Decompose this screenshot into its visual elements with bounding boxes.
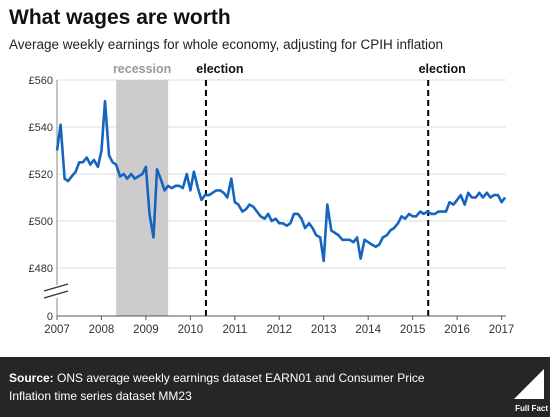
x-tick-label: 2008 (89, 324, 115, 336)
y-tick-label: £540 (29, 122, 53, 134)
x-tick-label: 2007 (44, 324, 70, 336)
axis-break-mark (43, 283, 69, 292)
x-tick-label: 2013 (311, 324, 337, 336)
full-fact-logo-text: Full Fact (515, 404, 548, 413)
x-tick-label: 2016 (444, 324, 470, 336)
x-tick-label: 2012 (266, 324, 292, 336)
x-tick-labels: 2007 2008 2009 2010 2011 2012 2013 2014 2015 2016… (44, 316, 514, 336)
recession-label: recession (113, 62, 171, 76)
election-markers: election election (196, 62, 466, 316)
chart-title: What wages are worth (9, 6, 231, 29)
election-label: election (196, 62, 243, 76)
x-tick-label: 2015 (400, 324, 426, 336)
y-tick-label: £560 (29, 75, 53, 87)
chart-subtitle: Average weekly earnings for whole econom… (9, 37, 443, 52)
x-tick-label: 2009 (133, 324, 159, 336)
wages-line-chart: recession election election £560£540£520£… (29, 62, 515, 336)
y-tick-label: £500 (29, 216, 53, 228)
x-tick-label: 2010 (178, 324, 204, 336)
axes (43, 80, 506, 317)
x-tick-label: 2014 (355, 324, 381, 336)
election-label: election (419, 62, 466, 76)
x-tick-label: 2017 (489, 324, 515, 336)
y-tick-label: 0 (47, 311, 53, 323)
y-tick-label: £480 (29, 263, 53, 275)
earnings-series-line (55, 99, 507, 263)
recession-band (116, 80, 169, 316)
source-footer: Source: ONS average weekly earnings data… (0, 357, 550, 417)
full-fact-logo-icon (514, 369, 544, 399)
source-label: Source: (9, 371, 54, 385)
axis-break-mark (43, 290, 69, 299)
source-description: ONS average weekly earnings dataset EARN… (9, 371, 425, 403)
y-tick-label: £520 (29, 169, 53, 181)
x-tick-label: 2011 (222, 324, 247, 336)
source-text: Source: ONS average weekly earnings data… (9, 369, 469, 405)
y-tick-labels: £560 £540 £520 £500 £480 0 (29, 75, 53, 323)
